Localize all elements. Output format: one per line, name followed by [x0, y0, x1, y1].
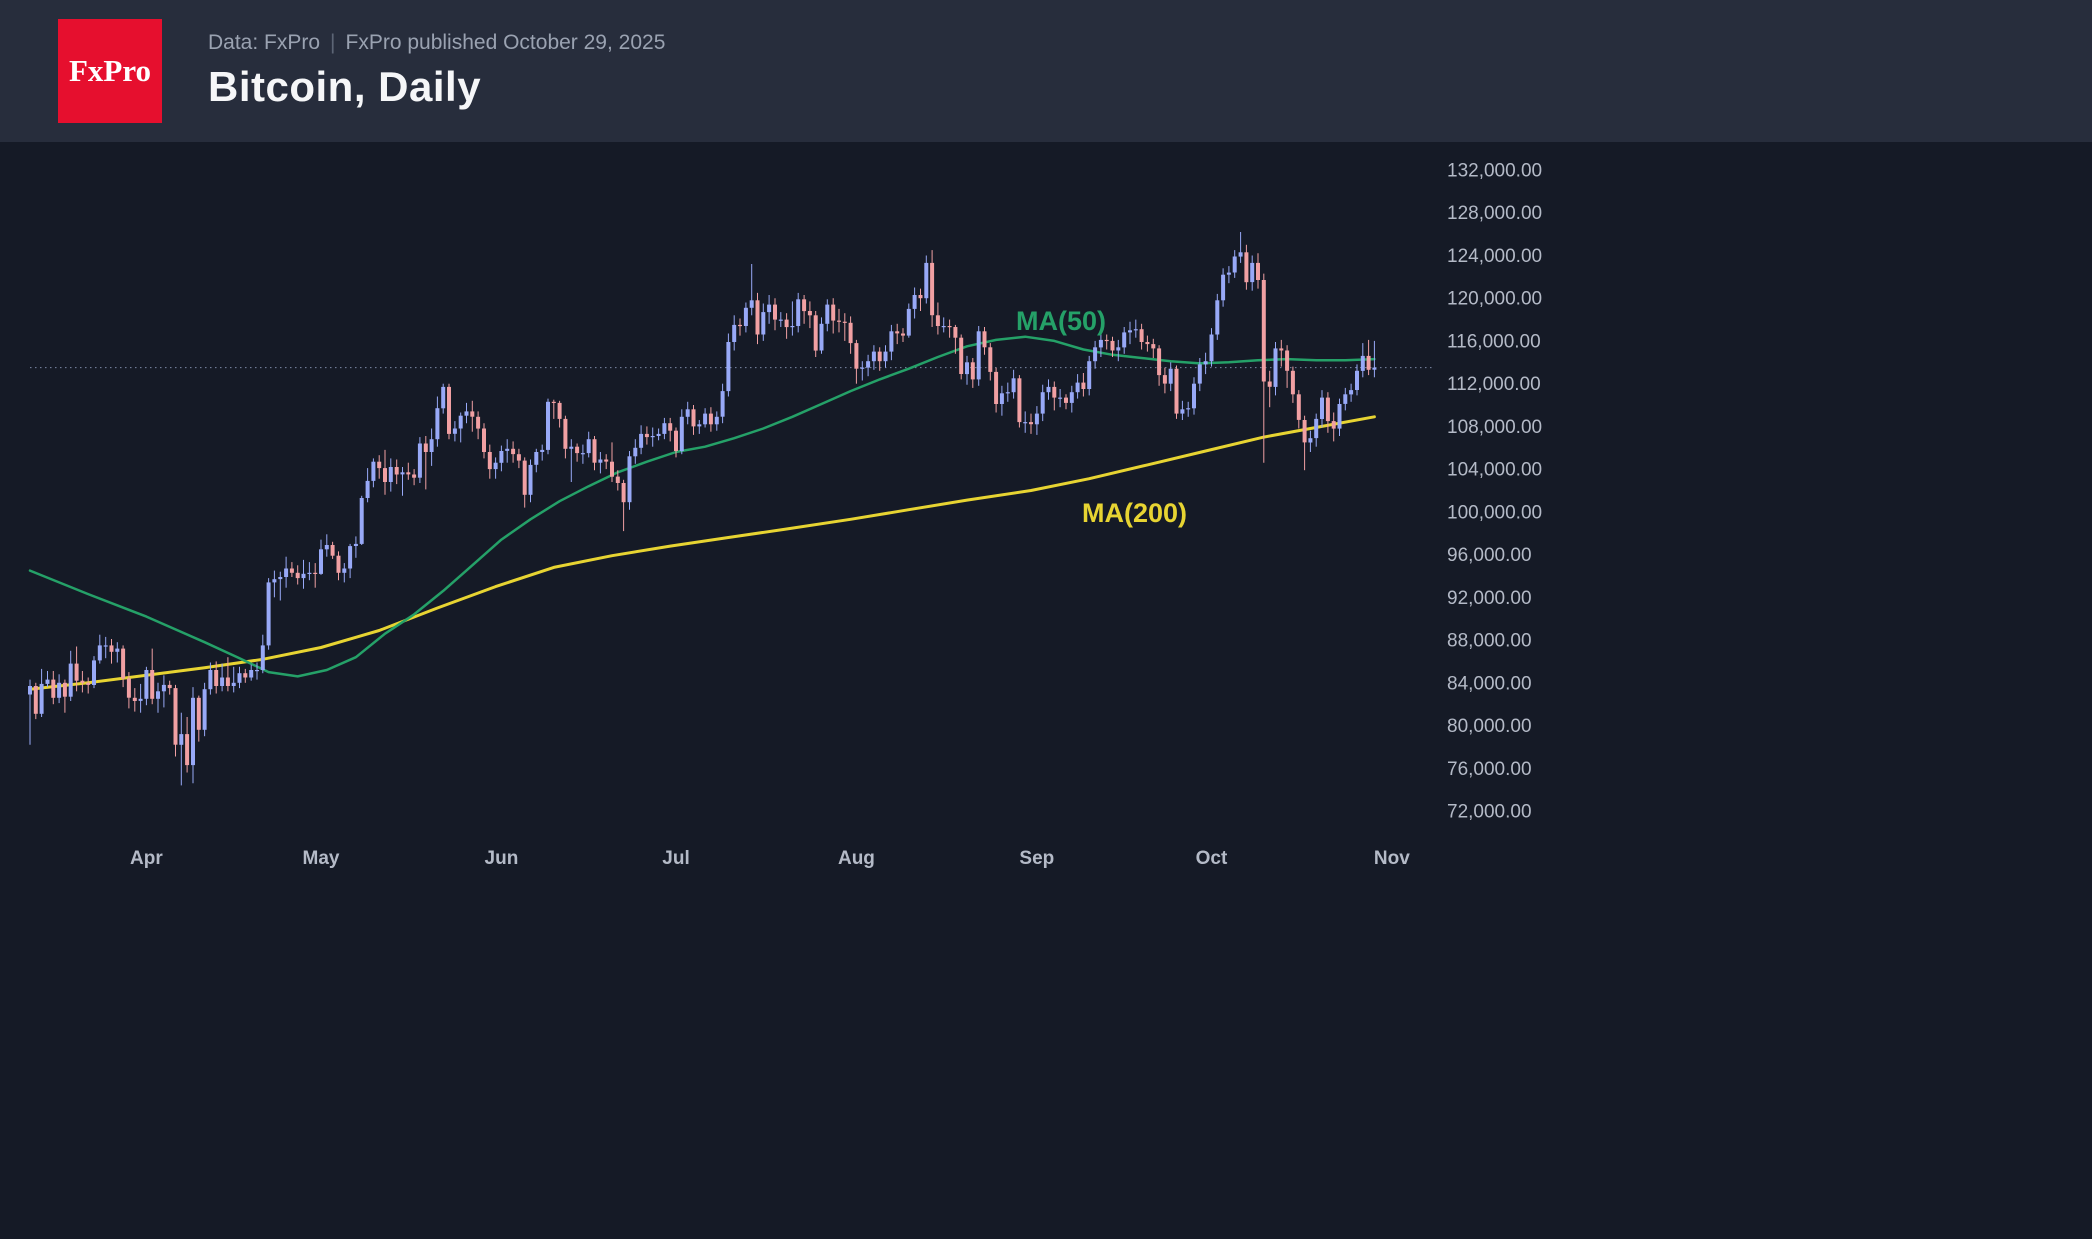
candlestick-chart: 132,000.00 128,000.00 124,000.00 120,000.00…: [0, 142, 2092, 1234]
svg-text:MA(50): MA(50): [1016, 306, 1106, 336]
svg-text:112,000.00: 112,000.00: [1447, 374, 1541, 395]
svg-text:116,000.00: 116,000.00: [1447, 331, 1541, 352]
svg-text:100,000.00: 100,000.00: [1447, 502, 1542, 523]
header-text: Data: FxPro | FxPro published October 29, …: [208, 31, 665, 111]
chart-source-line: Data: FxPro | FxPro published October 29, …: [208, 31, 665, 55]
svg-text:124,000.00: 124,000.00: [1447, 246, 1542, 267]
svg-text:Jun: Jun: [485, 848, 519, 869]
chart-canvas: 132,000.00 128,000.00 124,000.00 120,000.00…: [28, 161, 1542, 869]
published-text: FxPro published October 29, 2025: [345, 31, 666, 54]
svg-text:Nov: Nov: [1374, 848, 1410, 869]
svg-text:104,000.00: 104,000.00: [1447, 460, 1542, 481]
svg-text:88,000.00: 88,000.00: [1447, 631, 1532, 652]
separator: |: [330, 31, 336, 54]
svg-text:72,000.00: 72,000.00: [1447, 802, 1532, 823]
fxpro-logo: FxPro: [58, 19, 162, 123]
svg-text:May: May: [303, 848, 340, 869]
svg-text:MA(200): MA(200): [1082, 498, 1187, 528]
svg-text:Jul: Jul: [662, 848, 689, 869]
svg-text:92,000.00: 92,000.00: [1447, 588, 1532, 609]
svg-text:Apr: Apr: [130, 848, 163, 869]
svg-text:76,000.00: 76,000.00: [1447, 759, 1532, 780]
svg-text:Oct: Oct: [1196, 848, 1228, 869]
header: FxPro Data: FxPro | FxPro published Octobe…: [0, 0, 2092, 142]
svg-text:Aug: Aug: [838, 848, 875, 869]
page-title: Bitcoin, Daily: [208, 63, 482, 110]
svg-text:120,000.00: 120,000.00: [1447, 289, 1542, 310]
svg-text:108,000.00: 108,000.00: [1447, 417, 1542, 438]
svg-text:128,000.00: 128,000.00: [1447, 203, 1542, 224]
svg-text:96,000.00: 96,000.00: [1447, 545, 1532, 566]
svg-text:132,000.00: 132,000.00: [1447, 161, 1542, 182]
fxpro-logo-text: FxPro: [68, 53, 152, 88]
svg-text:80,000.00: 80,000.00: [1447, 716, 1532, 737]
svg-text:84,000.00: 84,000.00: [1447, 673, 1532, 694]
svg-text:Sep: Sep: [1019, 848, 1054, 869]
data-source-text: Data: FxPro: [208, 31, 321, 54]
